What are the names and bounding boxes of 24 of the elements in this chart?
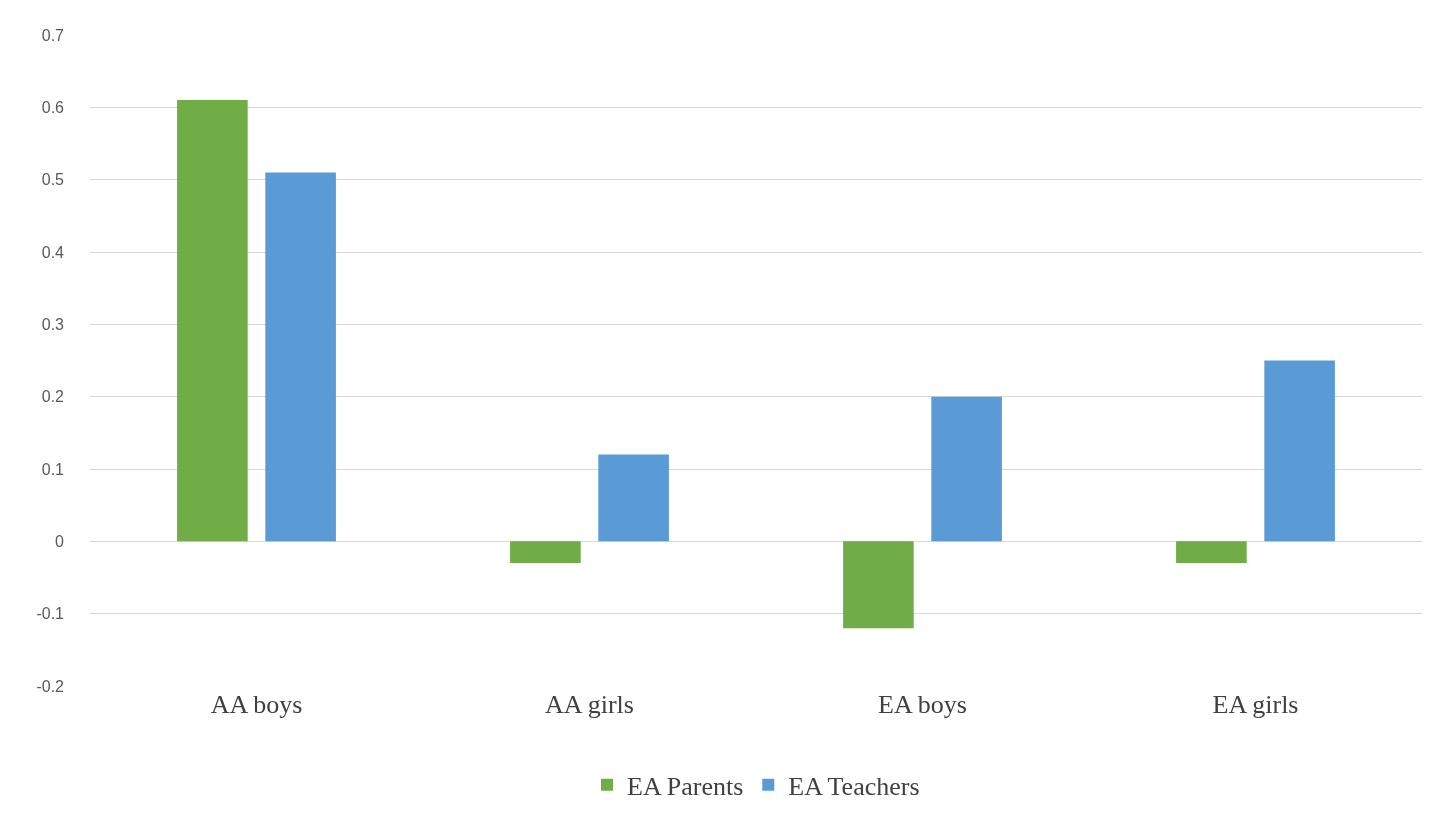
x-tick-label: AA girls [545, 690, 634, 719]
bar [265, 172, 336, 542]
y-tick-label: 0.1 [41, 460, 65, 478]
bar [598, 454, 669, 542]
bar [843, 541, 914, 629]
y-tick-label: 0.3 [41, 315, 65, 333]
y-tick-label: 0.5 [41, 171, 65, 189]
y-tick-label: 0.7 [41, 26, 65, 44]
y-tick-label: 0 [55, 532, 65, 550]
legend-label: EA Parents [627, 771, 744, 801]
x-tick-label: AA boys [210, 690, 303, 719]
bar [177, 100, 248, 542]
bar [1176, 541, 1247, 564]
y-tick-label: 0.2 [41, 388, 65, 406]
bar [1264, 360, 1335, 542]
bar [931, 396, 1002, 542]
y-tick-label: 0.4 [41, 243, 65, 261]
bar [510, 541, 581, 564]
x-tick-label: EA boys [878, 690, 967, 719]
x-tick-label: EA girls [1212, 690, 1299, 719]
y-tick-label: -0.2 [36, 677, 65, 695]
legend-label: EA Teachers [788, 771, 920, 801]
y-tick-label: -0.1 [36, 605, 65, 623]
y-tick-label: 0.6 [41, 98, 65, 116]
